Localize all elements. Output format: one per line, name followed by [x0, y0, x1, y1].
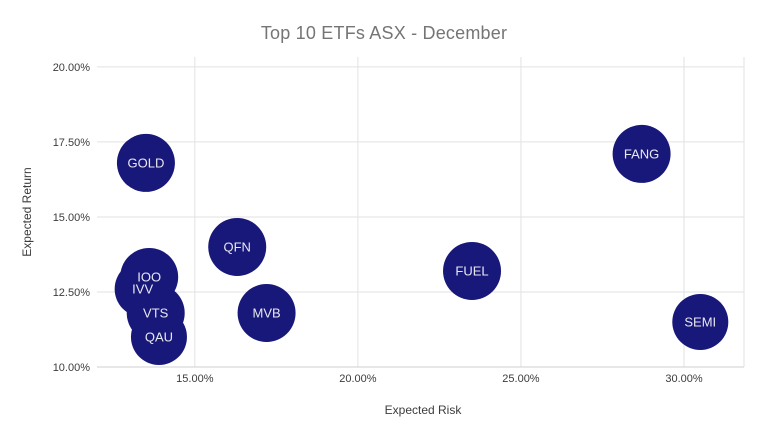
bubble-label-qau: QAU	[145, 329, 173, 344]
x-tick-label: 30.00%	[665, 373, 703, 385]
bubble-qfn[interactable]	[208, 217, 267, 276]
bubble-label-ivv: IVV	[132, 281, 153, 296]
bubble-label-gold: GOLD	[127, 155, 164, 170]
bubble-qau[interactable]	[130, 308, 187, 365]
x-tick-label: 20.00%	[339, 373, 377, 385]
y-tick-label: 10.00%	[53, 362, 91, 374]
bubble-label-ioo: IOO	[137, 269, 161, 284]
y-tick-label: 15.00%	[53, 212, 91, 224]
bubble-gold[interactable]	[116, 133, 175, 192]
bubble-label-semi: SEMI	[684, 314, 716, 329]
y-tick-label: 20.00%	[53, 62, 91, 74]
bubble-semi[interactable]	[672, 293, 729, 350]
bubble-label-vts: VTS	[143, 305, 169, 320]
chart-title: Top 10 ETFs ASX - December	[260, 23, 508, 43]
y-axis-title: Expected Return	[20, 167, 34, 257]
y-tick-label: 12.50%	[53, 287, 91, 299]
bubble-label-fuel: FUEL	[455, 263, 488, 278]
x-tick-label: 15.00%	[176, 373, 214, 385]
x-axis-title: Expected Risk	[384, 403, 462, 417]
bubble-fuel[interactable]	[443, 241, 502, 300]
bubble-fang[interactable]	[612, 124, 671, 183]
bubble-label-fang: FANG	[624, 146, 659, 161]
bubble-label-qfn: QFN	[224, 239, 251, 254]
bubble-label-mvb: MVB	[252, 305, 280, 320]
y-tick-label: 17.50%	[53, 137, 91, 149]
bubble-mvb[interactable]	[237, 283, 296, 342]
x-tick-label: 25.00%	[502, 373, 540, 385]
